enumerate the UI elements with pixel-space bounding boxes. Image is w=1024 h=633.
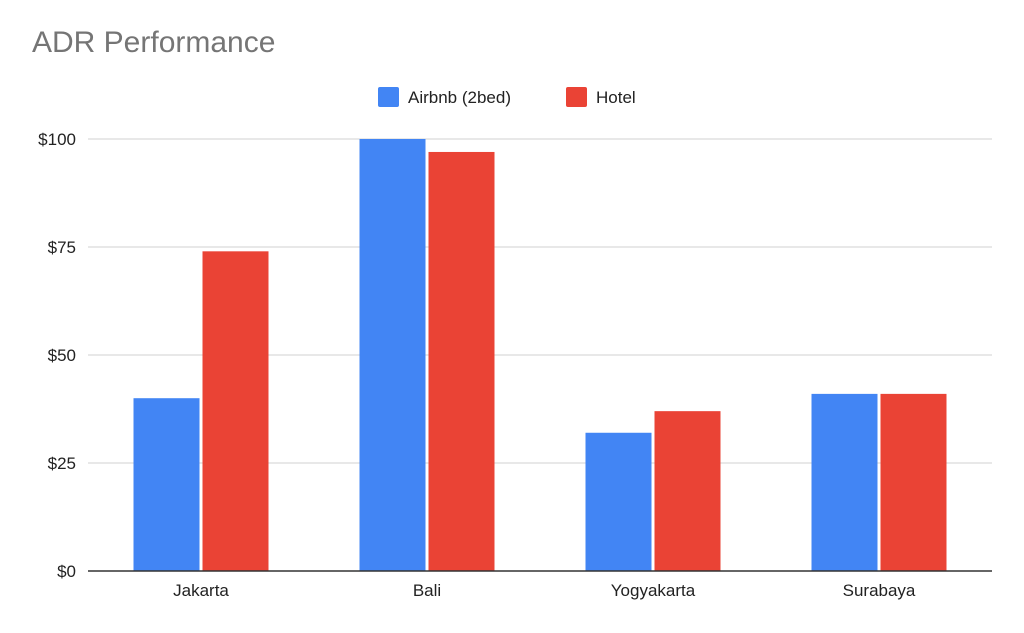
y-tick-label: $75	[48, 238, 76, 257]
y-tick-label: $0	[57, 562, 76, 581]
bar	[811, 393, 878, 571]
y-tick-label: $50	[48, 346, 76, 365]
bar	[428, 151, 495, 571]
y-tick-label: $100	[38, 130, 76, 149]
legend-label: Hotel	[596, 88, 636, 107]
legend-swatch	[566, 87, 587, 107]
bar	[654, 411, 721, 571]
x-tick-label: Jakarta	[173, 581, 229, 600]
x-tick-label: Bali	[413, 581, 441, 600]
x-tick-label: Surabaya	[843, 581, 916, 600]
y-tick-label: $25	[48, 454, 76, 473]
bar	[880, 393, 947, 571]
bar	[359, 139, 426, 571]
x-tick-label: Yogyakarta	[611, 581, 696, 600]
legend-swatch	[378, 87, 399, 107]
bar	[133, 398, 200, 571]
chart-title: ADR Performance	[32, 26, 276, 59]
bar	[585, 432, 652, 571]
legend-label: Airbnb (2bed)	[408, 88, 511, 107]
bar	[202, 251, 269, 571]
